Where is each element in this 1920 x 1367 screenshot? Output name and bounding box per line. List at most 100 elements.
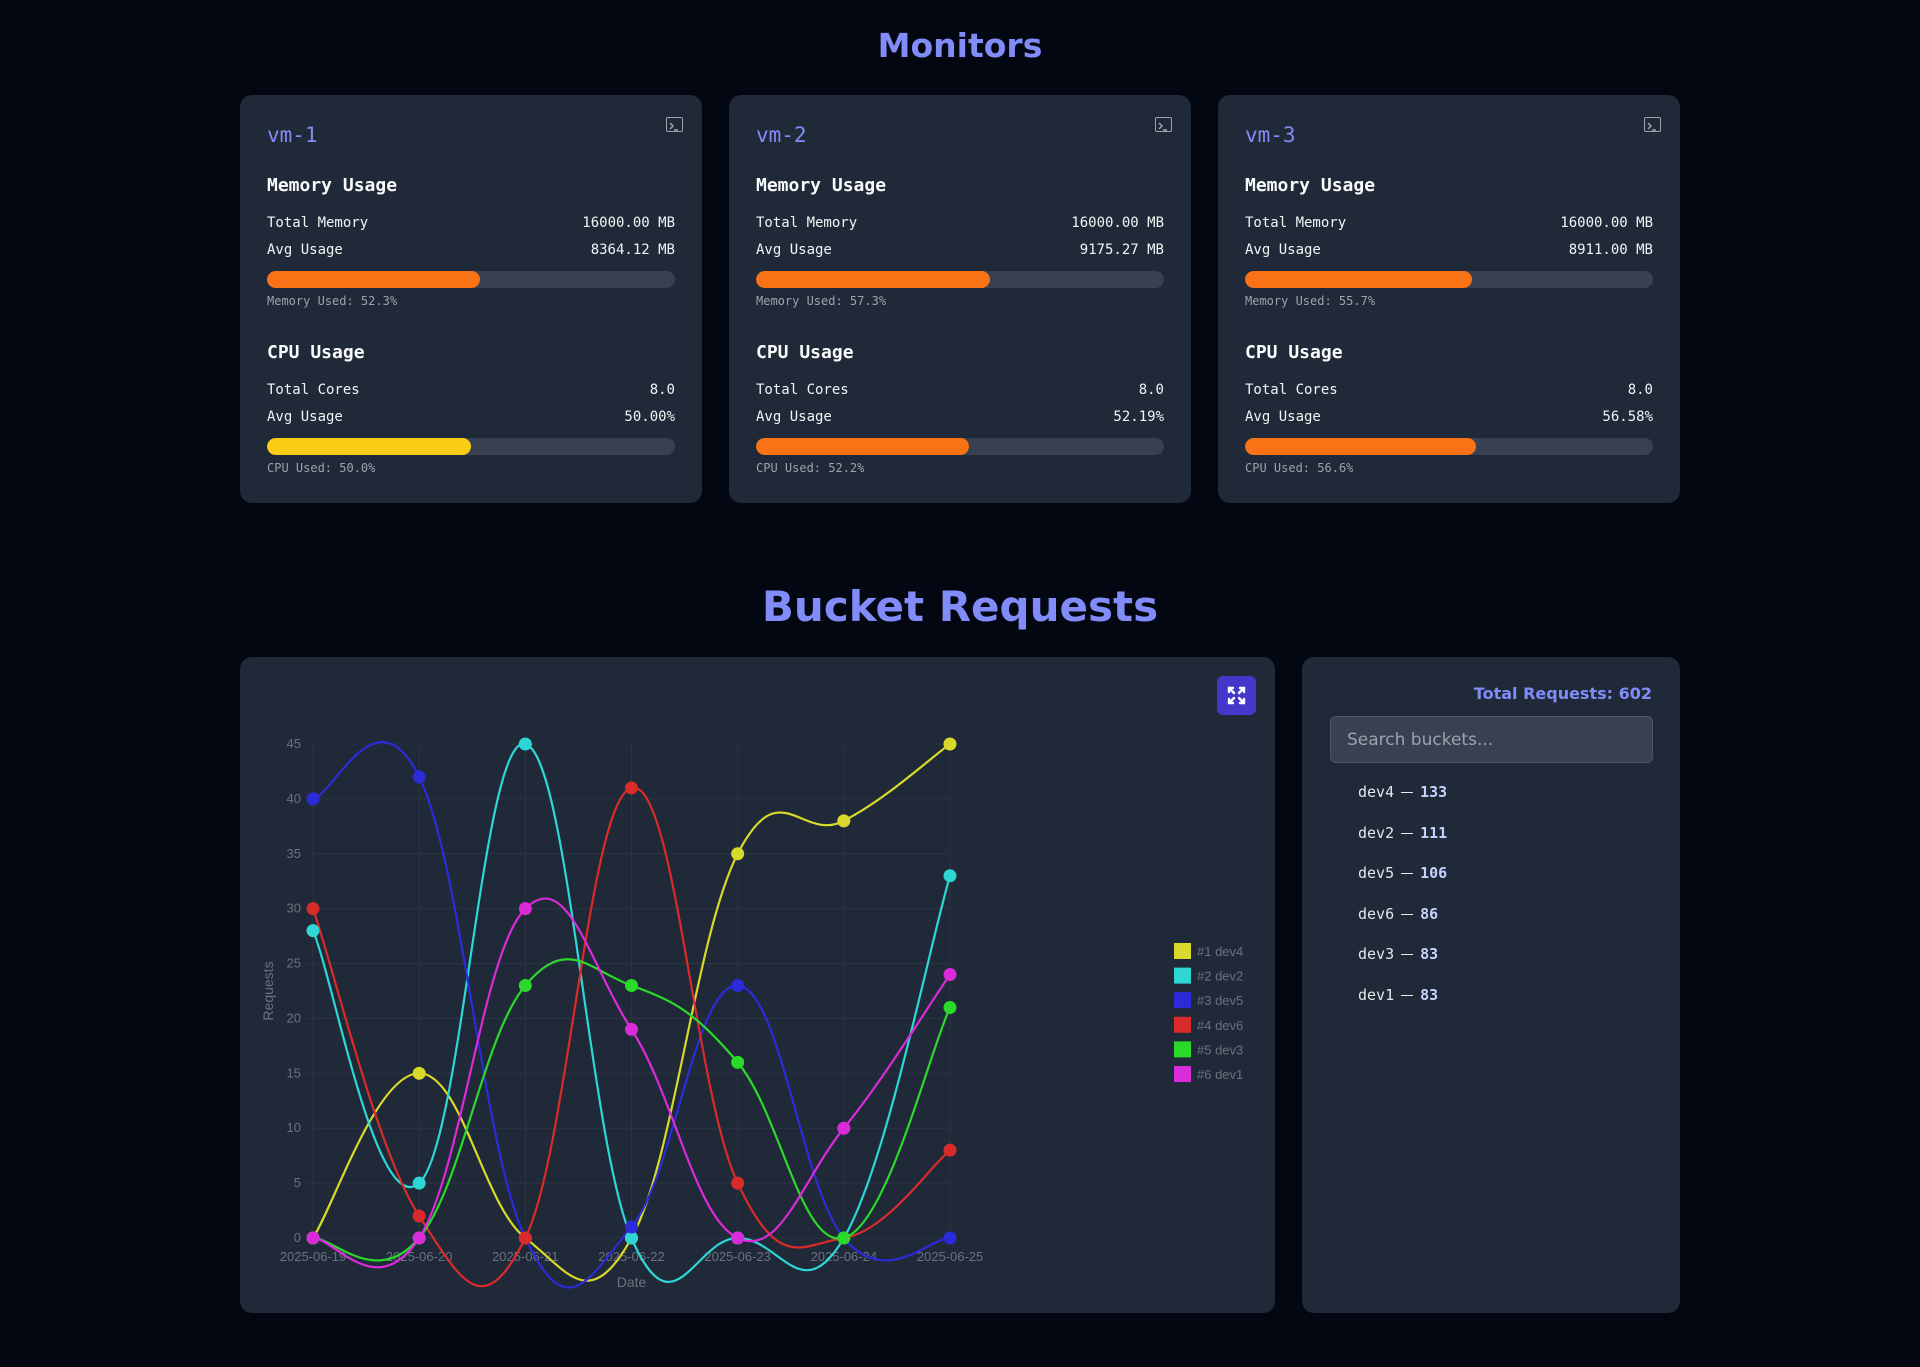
progress-bar bbox=[267, 438, 471, 455]
bucket-item: dev3 83 bbox=[1358, 945, 1447, 986]
vm-card: vm-1 Memory Usage Total Memory 16000.00 MB A… bbox=[240, 95, 702, 503]
legend-label: #6 dev1 bbox=[1197, 1067, 1243, 1082]
x-tick-label: 2025-06-25 bbox=[917, 1249, 984, 1264]
usage-label: CPU Used: 56.6% bbox=[1245, 461, 1354, 475]
section-heading: CPU Usage bbox=[267, 342, 365, 363]
stat-value: 56.58% bbox=[1602, 409, 1653, 425]
stat-value: 8.0 bbox=[1627, 382, 1653, 398]
bucket-item: dev4 133 bbox=[1358, 783, 1447, 824]
y-tick-label: 35 bbox=[287, 846, 301, 861]
bucket-item: dev5 106 bbox=[1358, 864, 1447, 905]
stat-label: Avg Usage bbox=[267, 242, 343, 258]
x-axis-title: Date bbox=[617, 1274, 647, 1290]
progress-track bbox=[267, 438, 675, 455]
data-point bbox=[412, 1066, 426, 1080]
y-axis-title: Requests bbox=[260, 961, 276, 1020]
usage-label: CPU Used: 50.0% bbox=[267, 461, 376, 475]
vm-name: vm-1 bbox=[267, 123, 318, 147]
bucket-count: 83 bbox=[1420, 945, 1439, 964]
stat-value: 8.0 bbox=[1138, 382, 1164, 398]
y-tick-label: 25 bbox=[287, 956, 301, 971]
data-point bbox=[837, 1231, 851, 1245]
usage-label: Memory Used: 55.7% bbox=[1245, 294, 1376, 308]
x-tick-label: 2025-06-21 bbox=[492, 1249, 559, 1264]
y-tick-label: 45 bbox=[287, 736, 301, 751]
y-tick-label: 30 bbox=[287, 901, 301, 916]
progress-track bbox=[1245, 438, 1653, 455]
legend-label: #2 dev2 bbox=[1197, 969, 1243, 984]
data-point bbox=[625, 1231, 638, 1245]
stat-label: Total Cores bbox=[267, 382, 360, 398]
bucket-name: dev6 bbox=[1358, 904, 1395, 923]
total-requests: Total Requests: 602 bbox=[1473, 684, 1652, 703]
data-point bbox=[837, 814, 851, 828]
terminal-glyph bbox=[669, 122, 678, 131]
vm-name: vm-3 bbox=[1245, 123, 1296, 147]
stat-label: Total Memory bbox=[267, 215, 369, 231]
progress-track bbox=[756, 438, 1164, 455]
data-point bbox=[731, 847, 745, 861]
expand-button[interactable] bbox=[1217, 676, 1256, 715]
legend-label: #1 dev4 bbox=[1197, 944, 1243, 959]
data-point bbox=[412, 1231, 426, 1245]
bucket-count: 86 bbox=[1420, 904, 1439, 923]
bucket-name: dev2 bbox=[1358, 823, 1395, 842]
series-line bbox=[312, 897, 951, 1269]
dash bbox=[1401, 873, 1414, 875]
vm-card: vm-2 Memory Usage Total Memory 16000.00 MB A… bbox=[729, 95, 1191, 503]
stat-label: Total Memory bbox=[1245, 215, 1347, 231]
usage-label: Memory Used: 52.3% bbox=[267, 294, 398, 308]
legend-swatch bbox=[1174, 943, 1191, 959]
stat-label: Avg Usage bbox=[1245, 242, 1321, 258]
legend-swatch bbox=[1174, 1066, 1191, 1082]
stat-label: Avg Usage bbox=[756, 409, 832, 425]
y-tick-label: 5 bbox=[294, 1175, 301, 1190]
data-point bbox=[625, 979, 638, 993]
data-point bbox=[306, 902, 320, 916]
stat-label: Total Cores bbox=[1245, 382, 1338, 398]
data-point bbox=[943, 737, 957, 751]
bucket-list: dev4 133 dev2 111 dev5 106 dev6 86 dev3 83 dev1 83 bbox=[1302, 783, 1447, 1027]
dash bbox=[1401, 954, 1414, 956]
section-title: Bucket Requests bbox=[761, 582, 1159, 631]
bucket-name: dev4 bbox=[1358, 783, 1395, 801]
dash bbox=[1401, 792, 1414, 793]
bucket-name: dev3 bbox=[1358, 945, 1395, 964]
expand-icon bbox=[1227, 686, 1246, 705]
legend-swatch bbox=[1174, 992, 1191, 1009]
stat-value: 16000.00 MB bbox=[1560, 215, 1653, 231]
y-tick-label: 10 bbox=[287, 1120, 301, 1135]
data-point bbox=[731, 1055, 745, 1069]
search-input[interactable] bbox=[1330, 716, 1653, 763]
bucket-name: dev5 bbox=[1358, 864, 1395, 883]
bucket-count: 133 bbox=[1420, 783, 1448, 801]
x-tick-label: 2025-06-23 bbox=[704, 1249, 771, 1264]
progress-bar bbox=[267, 271, 481, 288]
section-heading: Memory Usage bbox=[756, 175, 887, 196]
dash bbox=[1401, 832, 1414, 834]
chart-card: 0 5 10 15 20 25 30 35 40 45 2025-06-19 2025-06-20 20… bbox=[240, 657, 1275, 1313]
stat-value: 16000.00 MB bbox=[1071, 215, 1164, 231]
legend-label: #3 dev5 bbox=[1197, 993, 1243, 1008]
section-heading: CPU Usage bbox=[756, 342, 854, 363]
bucket-panel: Total Requests: 602 dev4 133 dev2 111 dev5 10… bbox=[1302, 657, 1680, 1313]
x-tick-label: 2025-06-19 bbox=[280, 1249, 347, 1264]
data-point bbox=[625, 781, 638, 795]
stat-value: 50.00% bbox=[624, 409, 675, 425]
y-tick-label: 20 bbox=[287, 1010, 301, 1025]
data-point bbox=[518, 979, 532, 993]
progress-track bbox=[1245, 271, 1653, 288]
terminal-icon bbox=[666, 117, 683, 132]
data-point bbox=[943, 869, 957, 883]
data-point bbox=[943, 1143, 957, 1157]
legend-label: #5 dev3 bbox=[1197, 1042, 1243, 1057]
stat-value: 52.19% bbox=[1113, 409, 1164, 425]
bucket-count: 111 bbox=[1420, 823, 1448, 842]
data-point bbox=[412, 1209, 426, 1223]
progress-bar bbox=[756, 438, 969, 455]
usage-label: CPU Used: 52.2% bbox=[756, 461, 865, 475]
dash bbox=[1401, 913, 1414, 915]
bucket-count: 83 bbox=[1420, 985, 1439, 1004]
